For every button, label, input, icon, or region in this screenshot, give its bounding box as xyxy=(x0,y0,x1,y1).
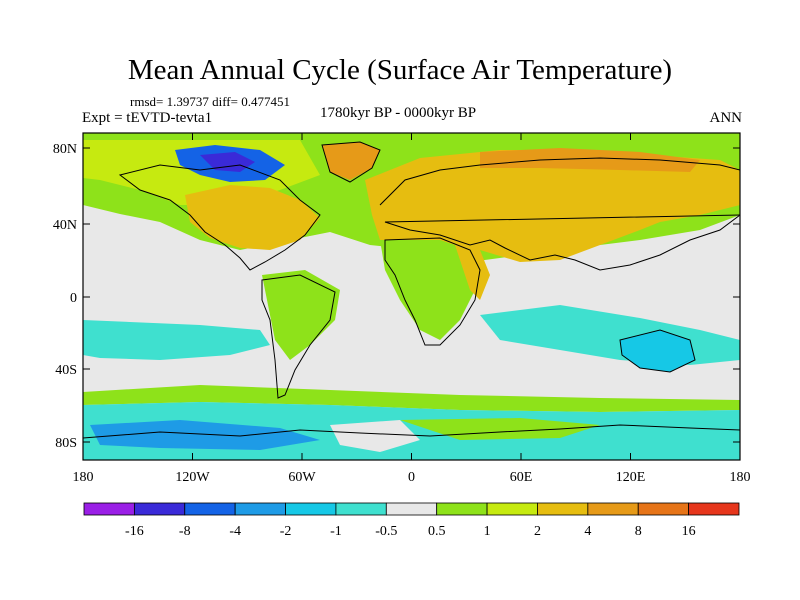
colorbar: -16 -8 -4 -2 -1 -0.5 0.5 1 2 4 8 16 xyxy=(83,502,740,539)
colorbar-label: 1 xyxy=(484,524,491,539)
y-tick-label: 40S xyxy=(55,363,77,378)
colorbar-label: -2 xyxy=(280,524,292,539)
colorbar-label: 0.5 xyxy=(428,524,446,539)
x-tick-label: 60W xyxy=(288,470,316,485)
northamerica-warm xyxy=(185,185,320,250)
colorbar-label: -4 xyxy=(229,524,241,539)
stats-text: rmsd= 1.39737 diff= 0.477451 xyxy=(130,94,290,109)
coastlines xyxy=(83,141,740,439)
colorbar-label: -16 xyxy=(125,524,144,539)
colorbar-swatch xyxy=(587,502,639,516)
antarctic-blue xyxy=(90,420,320,450)
colorbar-swatch xyxy=(184,502,236,516)
colorbar-label: 16 xyxy=(682,524,696,539)
greenland-orange xyxy=(322,142,380,180)
x-axis: 180 120W 60W 0 60E 120E 180 xyxy=(73,133,751,485)
x-tick-label: 120E xyxy=(616,470,646,485)
x-tick-label: 60E xyxy=(510,470,533,485)
antarctic-neutral xyxy=(330,420,420,452)
colorbar-swatch xyxy=(234,502,286,516)
colorbar-swatch xyxy=(83,502,135,516)
coast-southamerica xyxy=(261,274,336,399)
coast-africa xyxy=(384,237,481,346)
y-tick-label: 80S xyxy=(55,436,77,451)
colorbar-swatch xyxy=(285,502,337,516)
colorbar-swatch xyxy=(436,502,488,516)
tropical-cyan xyxy=(83,320,270,360)
colorbar-label: 2 xyxy=(534,524,541,539)
colorbar-label: -0.5 xyxy=(375,524,397,539)
x-tick-label: 180 xyxy=(730,470,751,485)
southern-green xyxy=(83,385,740,412)
season-label: ANN xyxy=(709,110,743,126)
colorbar-label: -8 xyxy=(179,524,191,539)
colorbar-swatch xyxy=(688,502,740,516)
coast-northamerica xyxy=(118,164,321,271)
colorbar-swatch xyxy=(385,502,438,516)
coast-eurasia xyxy=(379,157,740,271)
coast-australia xyxy=(619,329,696,373)
africa-green xyxy=(380,240,475,340)
coast-antarctica xyxy=(83,424,740,439)
colorbar-swatch xyxy=(537,502,589,516)
experiment-label: Expt = tEVTD-tevta1 xyxy=(82,110,213,126)
x-tick-label: 120W xyxy=(175,470,210,485)
x-tick-label: 180 xyxy=(73,470,94,485)
plot-title: Mean Annual Cycle (Surface Air Temperatu… xyxy=(127,54,673,86)
y-tick-label: 40N xyxy=(53,218,77,233)
colorbar-swatch xyxy=(486,502,538,516)
colorbar-label: -1 xyxy=(330,524,342,539)
eurasia-warm xyxy=(365,150,740,262)
colorbar-label: 8 xyxy=(635,524,642,539)
coast-greenland xyxy=(321,141,381,183)
arctic-cold-deep xyxy=(200,152,255,172)
colorbar-swatch xyxy=(335,502,387,516)
colorbar-label: 4 xyxy=(584,524,591,539)
x-tick-label: 0 xyxy=(408,470,415,485)
y-tick-label: 0 xyxy=(70,291,77,306)
temperature-field xyxy=(83,133,740,460)
period-label: 1780kyr BP - 0000kyr BP xyxy=(320,105,477,121)
southamerica-green xyxy=(262,270,340,360)
africa-warm xyxy=(455,245,490,300)
colorbar-swatch xyxy=(637,502,690,516)
y-axis: 80N 40N 0 40S 80S xyxy=(53,142,740,451)
colorbar-swatch xyxy=(133,502,186,516)
y-tick-label: 80N xyxy=(53,142,77,157)
australia-cyan xyxy=(620,330,695,372)
eurasia-arctic-orange xyxy=(480,148,700,172)
